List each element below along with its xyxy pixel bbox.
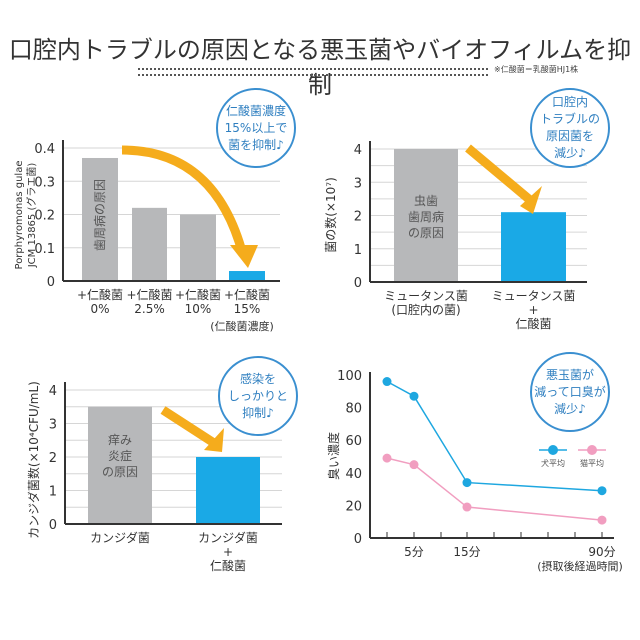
y-tick-label: 0 [47, 275, 55, 290]
bar-1 [394, 149, 458, 282]
y-tick-label: 1 [49, 485, 57, 500]
bar-3 [180, 214, 216, 281]
y-tick-label: 0.4 [34, 142, 55, 157]
x-tick-label: ミュータンス菌+仁酸菌 [492, 289, 576, 331]
data-point [462, 502, 472, 512]
y-tick-label: 0 [354, 276, 362, 291]
y-tick-label: 60 [345, 434, 362, 449]
bar-annotation: 歯周病の原因 [92, 179, 107, 251]
data-point [597, 486, 607, 496]
y-tick-label: 4 [49, 384, 57, 399]
x-tick-label: +仁酸菌 0% [77, 287, 123, 316]
y-axis-label: 菌の数(×10⁷) [323, 177, 338, 253]
y-tick-label: 3 [49, 418, 57, 433]
y-tick-label: 80 [345, 402, 362, 417]
legend-marker [587, 445, 597, 455]
y-tick-label: 1 [354, 243, 362, 258]
data-point [382, 377, 392, 387]
orange-arrow-2 [465, 144, 533, 204]
footnote: ※仁酸菌＝乳酸菌HJ1株 [494, 65, 579, 74]
bar-2 [501, 212, 566, 282]
x-tick-label: 15分 [453, 545, 480, 559]
y-tick-label: 3 [354, 176, 362, 191]
x-tick-label: +仁酸菌 2.5% [126, 287, 172, 316]
orange-arrow-3 [160, 406, 217, 447]
x-tick-label: +仁酸菌 15% [224, 287, 270, 316]
y-tick-label: 100 [337, 369, 362, 384]
x-tick-label: ミュータンス菌(口腔内の菌) [384, 289, 468, 317]
bar-4 [229, 271, 265, 281]
data-point [409, 460, 419, 470]
orange-arrow-1-head [230, 245, 258, 268]
speech-bubble-4: 悪玉菌が 減って口臭が 減少♪ [530, 352, 610, 432]
y-tick-label: 2 [49, 451, 57, 466]
data-point [409, 391, 419, 401]
x-tick-label: +仁酸菌 10% [175, 287, 221, 316]
x-tick-label: カンジダ菌 [90, 530, 150, 545]
x-axis-label: (仁酸菌濃度) [210, 319, 274, 333]
bar-2 [132, 207, 167, 281]
y-axis-label: 臭い濃度 [326, 432, 341, 480]
x-tick-label: カンジダ菌+仁酸菌 [198, 530, 258, 573]
x-axis-label: (摂取後経過時間) [537, 559, 623, 573]
bar-1 [82, 157, 118, 281]
speech-bubble-1: 仁酸菌濃度 15%以上で 菌を抑制♪ [216, 88, 296, 168]
y-tick-label: 4 [354, 143, 362, 158]
y-tick-label: 20 [345, 499, 362, 514]
legend-marker [548, 445, 558, 455]
y-tick-label: 0 [354, 532, 362, 547]
y-axis-label: Porphyromonas gulae JCM 13865 (グラエ菌) [14, 161, 38, 270]
series-line-2 [386, 457, 603, 521]
speech-bubble-3: 感染を しっかりと 抑制♪ [218, 356, 298, 436]
orange-arrow-1 [121, 145, 248, 257]
title-divider [138, 68, 488, 76]
y-axis-label: カンジダ菌数(×10⁴CFU/mL) [26, 381, 41, 539]
legend-label: 猫平均 [580, 458, 604, 468]
bar-1 [88, 406, 152, 524]
orange-arrow-2-head [520, 186, 542, 214]
bar-annotation: 虫歯歯周病の原因 [408, 194, 444, 240]
y-tick-label: 0.1 [34, 242, 55, 257]
bar-annotation: 痒み炎症の原因 [102, 432, 138, 479]
data-point [462, 478, 472, 488]
series-line-1 [386, 380, 603, 492]
y-tick-label: 40 [345, 467, 362, 482]
x-tick-label: 90分 [588, 545, 615, 559]
orange-arrow-3-head [204, 428, 224, 452]
y-tick-label: 0.3 [34, 175, 55, 190]
bar-2 [196, 457, 260, 524]
data-point [382, 453, 392, 463]
speech-bubble-2: 口腔内 トラブルの 原因菌を 減少♪ [530, 88, 610, 168]
y-tick-label: 0 [49, 518, 57, 533]
legend-label: 犬平均 [541, 458, 565, 468]
y-tick-label: 0.2 [34, 209, 55, 224]
data-point [597, 515, 607, 525]
x-tick-label: 5分 [404, 545, 424, 559]
y-tick-label: 2 [354, 210, 362, 225]
